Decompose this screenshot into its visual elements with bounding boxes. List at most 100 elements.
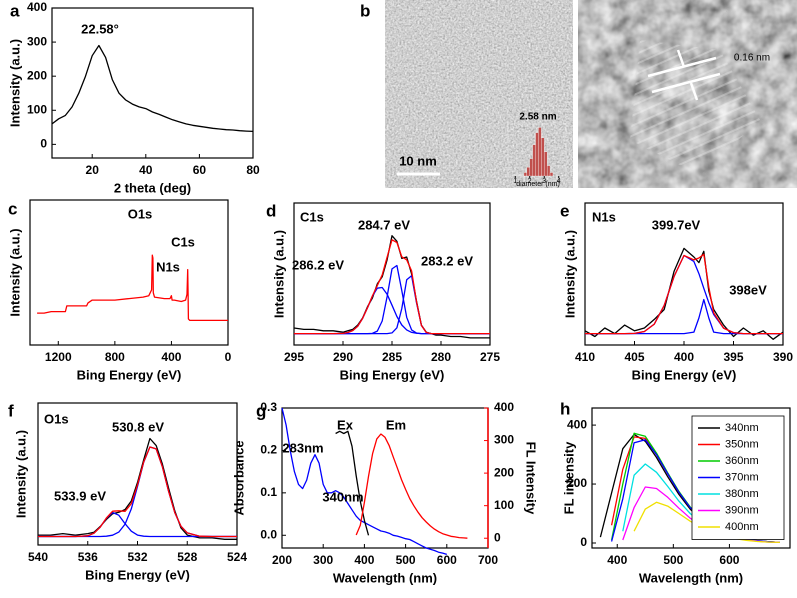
- legend-label: 370nm: [725, 471, 759, 483]
- data-line: [51, 44, 254, 133]
- y2-tick-label: 300: [494, 433, 514, 447]
- inset-x-tick-label: 4: [557, 178, 561, 185]
- data-line: [355, 433, 468, 539]
- x-axis-label: Bing Energy (eV): [632, 367, 737, 382]
- data-line: [335, 430, 370, 536]
- x-axis-label: Bing Energy (eV): [340, 367, 445, 382]
- inset-x-tick-label: 3: [542, 178, 546, 185]
- x-tick-label: 400: [354, 553, 374, 567]
- legend-label: 360nm: [725, 455, 759, 467]
- x-tick-label: 60: [193, 163, 207, 177]
- x-tick-label: 524: [227, 550, 247, 564]
- x-tick-label: 600: [437, 553, 457, 567]
- x-axis-label: Wavelength (nm): [333, 570, 437, 585]
- x-tick-label: 285: [382, 350, 402, 364]
- x-tick-label: 410: [575, 350, 595, 364]
- annotation: 283nm: [282, 440, 323, 455]
- histogram-bar: [541, 137, 545, 177]
- y-axis-label: FL intensity: [561, 441, 576, 514]
- x-tick-label: 536: [78, 550, 98, 564]
- x-tick-label: 20: [86, 163, 100, 177]
- x-axis-label: Bing Energy (eV): [77, 367, 182, 382]
- x-tick-label: 80: [246, 163, 260, 177]
- legend-label: 340nm: [725, 422, 759, 434]
- histogram-bar: [523, 172, 528, 177]
- panel-letter: f: [8, 401, 14, 420]
- hrtem-image: [578, 0, 797, 188]
- plot-frame: [51, 7, 254, 159]
- inset-x-tick-label: 2: [528, 178, 532, 185]
- lattice-spacing-label: 0.16 nm: [734, 53, 770, 64]
- y-tick-label: 0.0: [260, 527, 277, 541]
- annotation: 399.7eV: [652, 217, 701, 232]
- x-tick-label: 600: [719, 553, 739, 567]
- y2-tick-label: 200: [494, 465, 514, 479]
- data-line: [38, 446, 237, 538]
- x-tick-label: 390: [773, 350, 793, 364]
- x-tick-label: 290: [333, 350, 353, 364]
- y-tick-label: 400: [567, 417, 587, 431]
- annotation: 284.7 eV: [358, 217, 410, 232]
- panel-title: O1s: [44, 411, 69, 426]
- scale-bar-label: 10 nm: [399, 153, 437, 168]
- x-axis-label: Wavelength (nm): [639, 570, 743, 585]
- histogram-bar: [532, 144, 536, 177]
- y2-axis-label: FL Intensity: [524, 442, 539, 515]
- y2-tick-label: 400: [494, 400, 514, 414]
- panel-letter: c: [8, 199, 17, 218]
- histogram-bar: [535, 132, 539, 177]
- y-tick-label: 300: [27, 34, 47, 48]
- histogram-bar: [544, 151, 548, 177]
- x-tick-label: 0: [225, 350, 232, 364]
- y-tick-label: 100: [27, 102, 47, 116]
- legend-label: 350nm: [725, 438, 759, 450]
- x-tick-label: 500: [396, 553, 416, 567]
- y-axis-label: Intensity (a.u.): [13, 430, 28, 518]
- x-tick-label: 405: [624, 350, 644, 364]
- data-line: [37, 254, 228, 322]
- annotation: 286.2 eV: [292, 257, 344, 272]
- x-tick-label: 400: [161, 350, 181, 364]
- legend-label: 400nm: [725, 521, 759, 533]
- x-tick-label: 540: [28, 550, 48, 564]
- panel-letter: a: [10, 1, 20, 20]
- x-tick-label: 500: [663, 553, 683, 567]
- x-tick-label: 700: [478, 553, 498, 567]
- panel-letter: g: [256, 401, 266, 420]
- annotation: 340nm: [322, 489, 363, 504]
- histogram-bar: [538, 127, 542, 177]
- histogram-bar: [529, 158, 533, 177]
- y-axis-label: Intensity (a.u.): [7, 228, 22, 316]
- x-tick-label: 295: [284, 350, 304, 364]
- legend-label: 380nm: [725, 488, 759, 500]
- data-line: [585, 298, 783, 335]
- x-tick-label: 300: [313, 553, 333, 567]
- annotation: N1s: [156, 259, 180, 274]
- y-tick-label: 0: [40, 137, 47, 151]
- y-axis-label: Intensity (a.u.): [271, 230, 286, 318]
- data-line: [38, 511, 237, 538]
- y-tick-label: 0.2: [260, 443, 277, 457]
- y-tick-label: 0.3: [260, 400, 277, 414]
- x-tick-label: 400: [607, 553, 627, 567]
- inset-x-tick-label: 1: [513, 178, 517, 185]
- histogram-bar: [547, 165, 551, 177]
- x-tick-label: 400: [674, 350, 694, 364]
- x-tick-label: 40: [139, 163, 153, 177]
- histogram-bar: [526, 167, 530, 177]
- x-axis-label: 2 theta (deg): [114, 180, 191, 195]
- plot-frame: [591, 407, 791, 549]
- annotation: O1s: [128, 206, 153, 221]
- x-tick-label: 200: [272, 553, 292, 567]
- panel-letter: h: [560, 399, 570, 418]
- annotation: C1s: [171, 234, 195, 249]
- x-tick-label: 528: [177, 550, 197, 564]
- panel-letter: d: [266, 201, 276, 220]
- annotation: 283.2 eV: [421, 253, 473, 268]
- annotation: 22.58°: [81, 21, 119, 36]
- data-line: [585, 253, 783, 335]
- data-line: [281, 407, 447, 556]
- panel-letter: e: [560, 201, 569, 220]
